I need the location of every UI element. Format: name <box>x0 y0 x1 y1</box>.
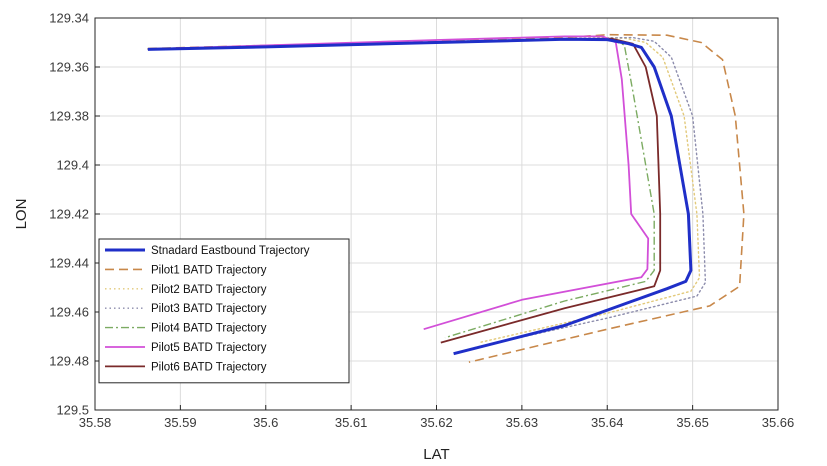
legend-box <box>98 238 350 384</box>
x-tick-label: 35.64 <box>591 415 624 430</box>
y-tick-label: 129.44 <box>49 256 89 271</box>
y-tick-label: 129.38 <box>49 109 89 124</box>
legend-label: Stnadard Eastbound Trajectory <box>151 245 310 257</box>
x-tick-label: 35.6 <box>253 415 278 430</box>
series-layer <box>147 33 745 363</box>
x-axis-label: LAT <box>423 446 449 463</box>
legend: Stnadard Eastbound Trajectory Pilot1 BATD… <box>98 238 350 384</box>
x-tick-label: 35.65 <box>676 415 709 430</box>
x-tick-label: 35.66 <box>762 415 795 430</box>
legend-label: Pilot5 BATD Trajectory <box>151 342 267 354</box>
legend-label: Pilot3 BATD Trajectory <box>151 303 267 315</box>
y-axis-label: LON <box>13 199 30 230</box>
y-tick-label: 129.4 <box>56 158 89 173</box>
axis-ticks: 35.58 35.59 35.6 35.61 35.62 35.63 35.64 35.65 3… <box>49 11 794 431</box>
legend-label: Pilot6 BATD Trajectory <box>151 361 267 373</box>
y-tick-label: 129.48 <box>49 354 89 369</box>
series-line-1 <box>147 37 693 356</box>
x-tick-label: 35.58 <box>79 415 112 430</box>
legend-label: Pilot2 BATD Trajectory <box>151 284 267 296</box>
legend-label: Pilot4 BATD Trajectory <box>151 323 267 335</box>
y-tick-label: 129.5 <box>56 403 89 418</box>
y-tick-label: 129.42 <box>49 207 89 222</box>
x-tick-label: 35.62 <box>420 415 453 430</box>
legend-label: Pilot1 BATD Trajectory <box>151 264 267 276</box>
series-line-6 <box>147 35 650 331</box>
y-tick-label: 129.36 <box>49 60 89 75</box>
x-tick-label: 35.59 <box>164 415 197 430</box>
y-tick-label: 129.46 <box>49 305 89 320</box>
x-tick-label: 35.61 <box>335 415 368 430</box>
y-tick-label: 129.34 <box>49 11 89 26</box>
x-tick-label: 35.63 <box>506 415 539 430</box>
